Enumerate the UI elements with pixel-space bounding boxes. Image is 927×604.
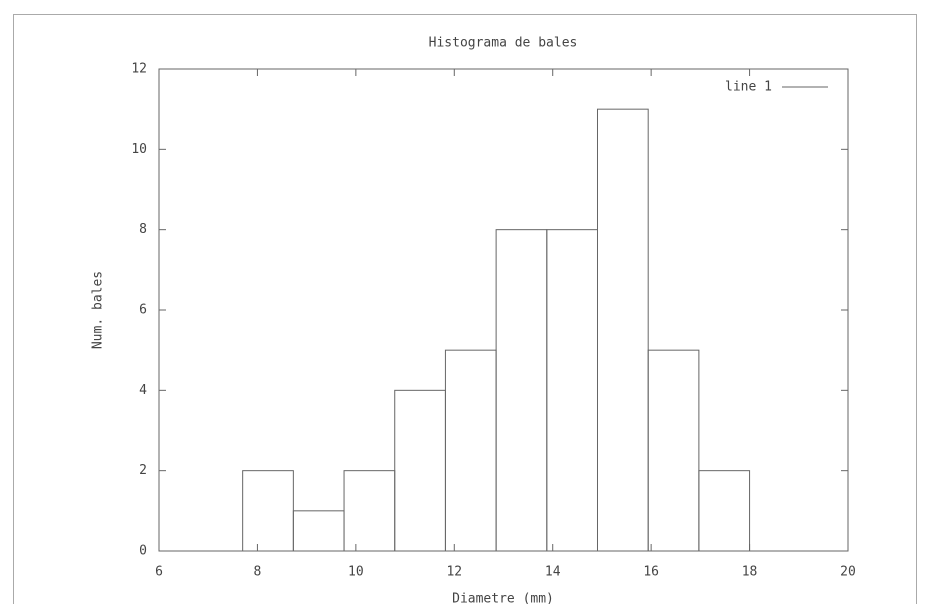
y-tick-label: 8 xyxy=(139,222,147,237)
x-tick-label: 8 xyxy=(254,565,262,580)
y-tick-label: 6 xyxy=(139,303,147,318)
bar xyxy=(647,349,700,552)
y-tick-label: 12 xyxy=(131,62,147,77)
x-axis-label: Diametre (mm) xyxy=(452,592,554,604)
bar xyxy=(546,229,598,552)
x-tick-label: 16 xyxy=(643,565,659,580)
bar xyxy=(596,108,649,552)
x-tick-label: 12 xyxy=(446,565,462,580)
bar xyxy=(343,470,396,552)
y-axis-label: Num. bales xyxy=(91,271,106,349)
bar xyxy=(292,510,345,552)
bar xyxy=(444,349,497,552)
x-tick-label: 14 xyxy=(545,565,561,580)
legend-label: line 1 xyxy=(725,80,772,95)
bar xyxy=(394,389,446,552)
y-tick-label: 4 xyxy=(139,383,147,398)
y-tick-label: 0 xyxy=(139,544,147,559)
y-tick-label: 10 xyxy=(131,142,147,157)
plot-border xyxy=(158,68,849,552)
x-tick-label: 18 xyxy=(742,565,758,580)
bar xyxy=(698,470,751,552)
x-tick-label: 6 xyxy=(155,565,163,580)
y-tick-label: 2 xyxy=(139,463,147,478)
x-tick-label: 10 xyxy=(348,565,364,580)
chart-title: Histograma de bales xyxy=(429,36,578,51)
bar xyxy=(242,470,294,552)
x-tick-label: 20 xyxy=(840,565,856,580)
bar xyxy=(495,229,548,552)
frame xyxy=(13,14,917,604)
